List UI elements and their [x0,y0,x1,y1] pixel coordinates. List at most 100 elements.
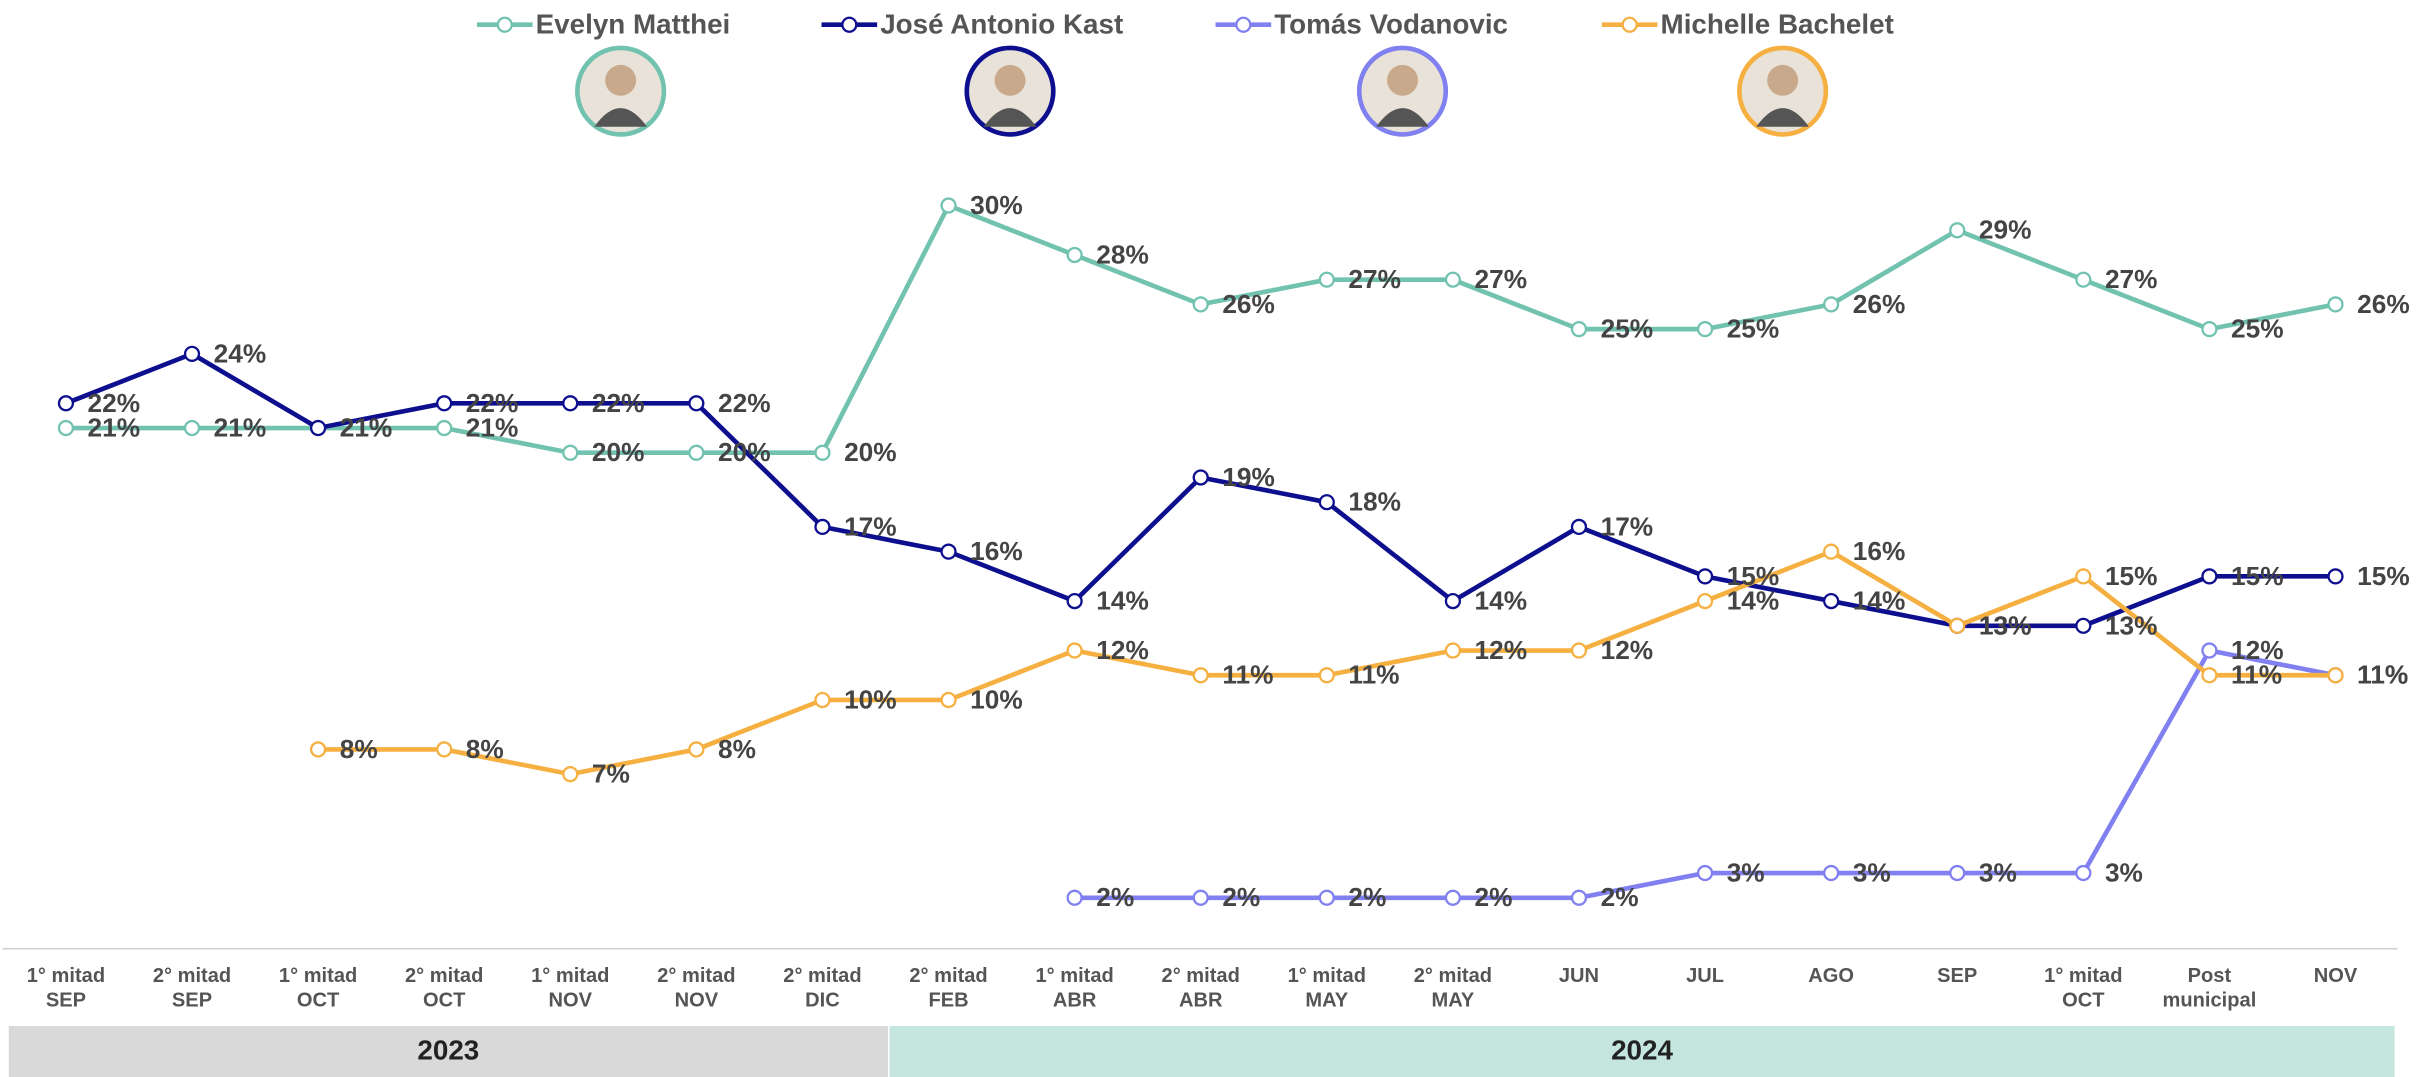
data-point [1823,543,1840,560]
data-point [2327,667,2344,684]
data-point [436,395,453,412]
x-tick-label: OCT [297,990,340,1012]
data-label: 27% [1475,264,1528,294]
series-line [65,351,2336,629]
data-point [1066,592,1083,610]
data-label: 26% [1853,289,1906,319]
data-label: 3% [1979,858,2017,888]
data-point [2201,642,2218,659]
data-label: 21% [466,413,519,443]
data-label: 15% [2105,561,2158,591]
data-label: 25% [1601,314,1654,344]
data-point [1444,889,1461,906]
legend-marker [1621,16,1638,33]
data-label: 10% [970,684,1023,714]
x-tick-label: NOV [675,990,719,1012]
x-tick-label: 2° mitad [1162,965,1240,987]
data-label: 2% [1222,882,1260,912]
data-label: 27% [1348,264,1401,294]
data-label: 7% [592,759,630,789]
data-point [688,395,705,412]
series-line [318,549,2336,777]
data-label: 13% [1979,610,2032,640]
x-tick-label: OCT [2062,990,2105,1012]
data-point [1318,271,1335,288]
data-label: 26% [1222,289,1275,319]
data-label: 2% [1475,882,1513,912]
data-point [1444,592,1461,610]
avatar-body [983,108,1037,127]
x-tick-label: 1° mitad [2044,965,2122,987]
data-point [1696,321,1714,338]
data-point [1696,592,1714,610]
x-tick-label: 2° mitad [909,965,987,987]
x-tick-label: Post [2188,965,2232,987]
data-point [2201,667,2218,684]
data-point [436,419,453,437]
data-label: 22% [718,388,771,418]
data-point [1949,222,1966,239]
data-point [1192,296,1209,313]
data-point [2075,864,2092,882]
data-label: 2% [1096,882,1134,912]
legend-marker [1235,16,1252,33]
data-label: 8% [340,734,378,764]
data-label: 10% [844,684,897,714]
data-label: 11% [1222,660,1273,690]
legend-label: Evelyn Matthei [536,9,731,40]
data-point [183,419,201,437]
data-point [1318,494,1335,511]
data-point [562,395,579,412]
data-label: 25% [2231,314,2284,344]
data-point [2075,271,2092,288]
x-tick-label: ABR [1179,990,1223,1012]
data-label: 2% [1601,882,1639,912]
data-point [1570,321,1588,338]
data-label: 21% [340,413,393,443]
data-point [2201,568,2218,585]
data-point [1570,642,1588,659]
x-tick-label: SEP [1937,965,1977,987]
x-tick-label: JUL [1686,965,1724,987]
data-label: 15% [1727,561,1780,591]
data-label: 25% [1727,314,1780,344]
period-label: 2023 [417,1035,479,1066]
data-point [940,691,957,709]
data-point [2201,321,2218,338]
data-point [1066,889,1083,906]
data-point [2327,568,2344,585]
legend-marker [841,16,858,33]
data-point [814,691,831,709]
data-label: 22% [88,388,141,418]
x-tick-label: MAY [1431,990,1474,1012]
data-point [1192,667,1209,684]
data-label: 17% [844,511,897,541]
x-tick-label: SEP [172,990,212,1012]
data-label: 16% [1853,536,1906,566]
data-label: 11% [1348,660,1399,690]
data-label: 21% [214,413,267,443]
data-label: 16% [970,536,1023,566]
data-point [2327,296,2344,313]
x-tick-label: 2° mitad [657,965,735,987]
period-band [8,1026,888,1077]
data-label: 20% [844,437,897,467]
data-label: 29% [1979,215,2032,245]
data-label: 3% [1727,858,1765,888]
data-point [183,345,201,362]
data-label: 20% [718,437,771,467]
data-point [309,419,327,437]
data-point [1192,469,1209,486]
x-tick-label: NOV [549,990,593,1012]
data-label: 12% [2231,635,2284,665]
data-label: 28% [1096,239,1149,269]
data-point [1823,864,1840,882]
data-label: 12% [1475,635,1528,665]
data-label: 17% [1601,511,1654,541]
data-label: 2% [1348,882,1386,912]
data-label: 18% [1348,487,1401,517]
data-label: 12% [1601,635,1654,665]
data-point [436,741,453,758]
data-point [814,444,831,461]
data-label: 24% [214,338,267,368]
